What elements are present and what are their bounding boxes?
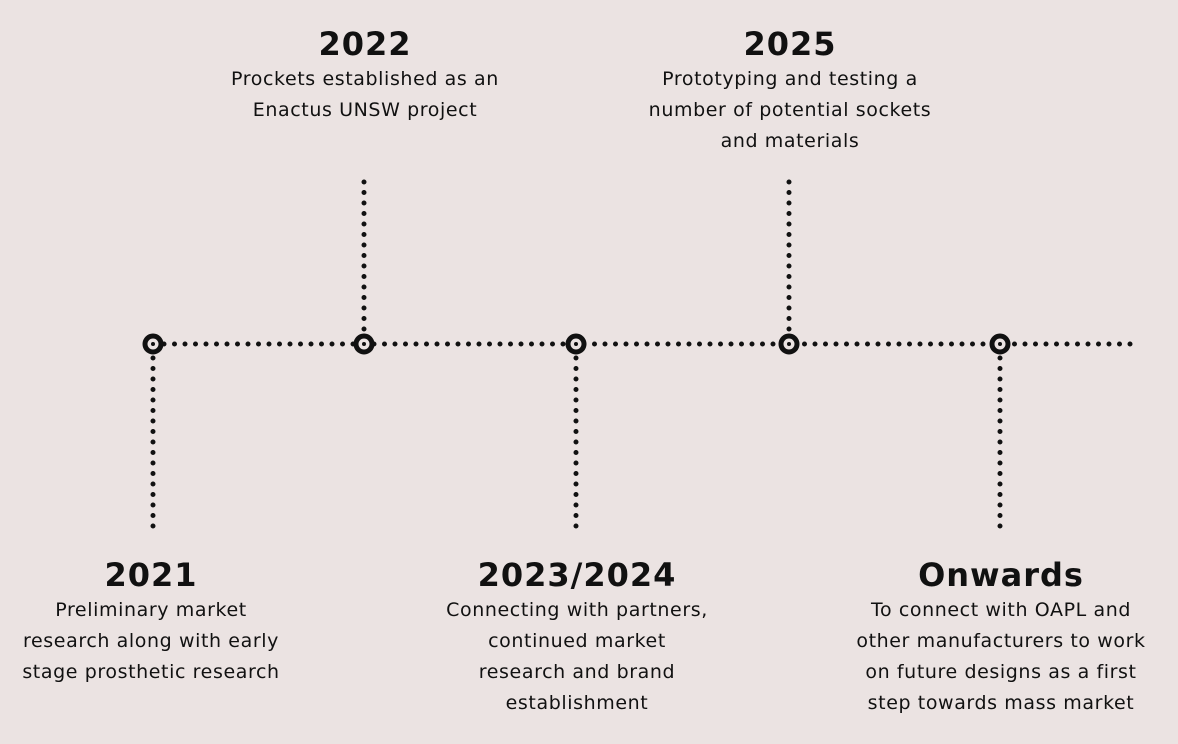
event-onwards: Onwards To connect with OAPL and other m… <box>842 557 1160 719</box>
event-2022: 2022 Prockets established as an Enactus … <box>214 26 516 126</box>
event-description: Preliminary market research along with e… <box>22 599 280 683</box>
event-year: Onwards <box>918 556 1084 594</box>
event-year: 2021 <box>104 556 198 594</box>
event-year: 2023/2024 <box>477 556 677 594</box>
event-description: To connect with OAPL and other manufactu… <box>856 599 1146 714</box>
event-2021: 2021 Preliminary market research along w… <box>20 557 282 688</box>
node-2021 <box>142 333 164 355</box>
node-2022 <box>353 333 375 355</box>
event-2023-2024: 2023/2024 Connecting with partners, cont… <box>446 557 708 719</box>
event-description: Prockets established as an Enactus UNSW … <box>231 68 499 121</box>
event-year: 2022 <box>318 25 412 63</box>
node-onwards <box>989 333 1011 355</box>
event-2025: 2025 Prototyping and testing a number of… <box>630 26 950 157</box>
node-2023-2024 <box>565 333 587 355</box>
event-year: 2025 <box>743 25 837 63</box>
node-2025 <box>778 333 800 355</box>
event-description: Connecting with partners, continued mark… <box>446 599 708 714</box>
event-description: Prototyping and testing a number of pote… <box>648 68 932 152</box>
